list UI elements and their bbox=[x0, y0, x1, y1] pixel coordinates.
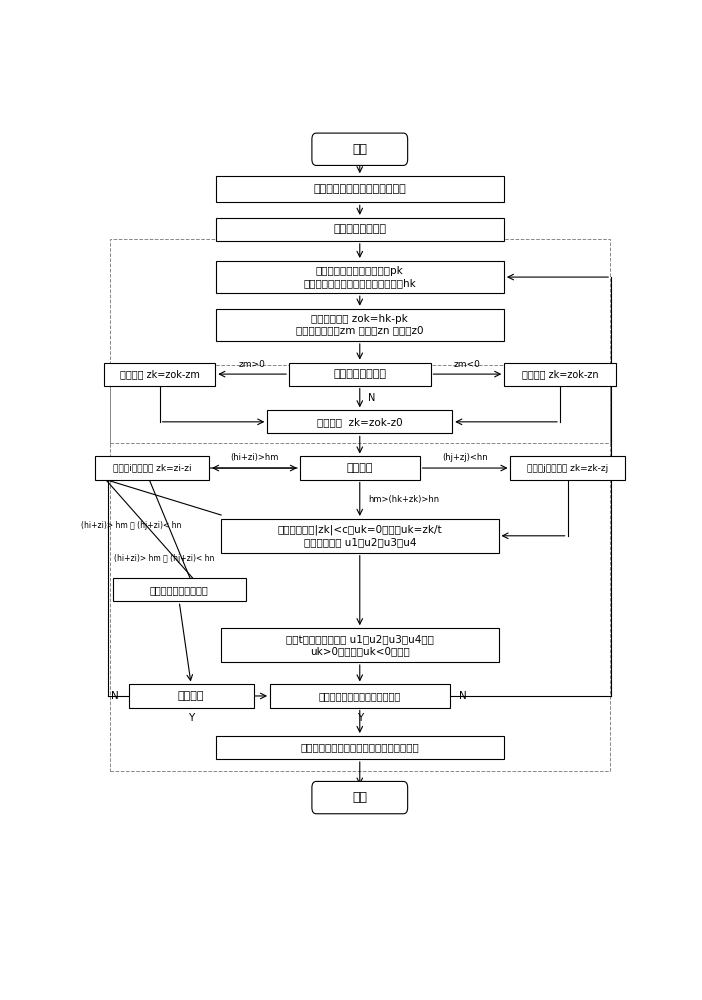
Text: 底盘上坡 zk=zok-zm: 底盘上坡 zk=zok-zm bbox=[119, 369, 199, 379]
Text: 农用动力底盘退出田间作业模式: 农用动力底盘退出田间作业模式 bbox=[319, 691, 401, 701]
Text: 时间t内，悬架以速度 u1、u2、u3、u4升降
uk>0架降低、uk<0架升高: 时间t内，悬架以速度 u1、u2、u3、u4升降 uk>0架降低、uk<0架升高 bbox=[286, 634, 434, 656]
Text: 结束: 结束 bbox=[352, 791, 367, 804]
Text: 同时超上下限，警报！: 同时超上下限，警报！ bbox=[150, 585, 208, 595]
Text: 各悬架调整至中位: 各悬架调整至中位 bbox=[333, 224, 386, 234]
Bar bbox=[510, 456, 625, 480]
Bar bbox=[104, 363, 216, 386]
Text: (hj+zj)<hn: (hj+zj)<hn bbox=[442, 453, 488, 462]
Text: 各悬架调整量计算: 各悬架调整量计算 bbox=[333, 369, 386, 379]
Text: N: N bbox=[459, 691, 467, 701]
Text: 超限判断: 超限判断 bbox=[347, 463, 373, 473]
Text: (hi+zi)> hm 且 (hj+zi)< hn: (hi+zi)> hm 且 (hj+zi)< hn bbox=[114, 554, 214, 563]
Bar bbox=[112, 578, 246, 601]
Text: 计算地面高差 zok=hk-pk
地面高差最大値zm 最小値zn 平均値z0: 计算地面高差 zok=hk-pk 地面高差最大値zm 最小値zn 平均値z0 bbox=[296, 314, 423, 336]
Bar bbox=[289, 363, 430, 386]
Text: (hi+zi)>hm: (hi+zi)>hm bbox=[230, 453, 279, 462]
Bar bbox=[270, 684, 449, 708]
Bar bbox=[216, 176, 504, 202]
Text: 开始: 开始 bbox=[352, 143, 367, 156]
Text: 悬架号j超下限： zk=zk-zj: 悬架号j超下限： zk=zk-zj bbox=[527, 464, 608, 473]
Text: 底盘下坡 zk=zok-zn: 底盘下坡 zk=zok-zn bbox=[522, 369, 598, 379]
Text: Y: Y bbox=[188, 713, 194, 723]
Text: zm>0: zm>0 bbox=[239, 360, 265, 369]
Text: 不超限：如果|zk|<c取uk=0，否则uk=zk/t
输出升降速度 u1、u2、u3、u4: 不超限：如果|zk|<c取uk=0，否则uk=zk/t 输出升降速度 u1、u2… bbox=[277, 525, 442, 547]
Bar bbox=[300, 456, 420, 480]
Text: N: N bbox=[111, 691, 119, 701]
FancyBboxPatch shape bbox=[312, 781, 408, 814]
Bar bbox=[110, 239, 610, 771]
Bar bbox=[221, 628, 498, 662]
Text: 其它地面  zk=zok-z0: 其它地面 zk=zok-z0 bbox=[317, 417, 402, 427]
Text: 人工干预: 人工干预 bbox=[178, 691, 204, 701]
Bar bbox=[216, 736, 504, 759]
Text: Y: Y bbox=[357, 713, 363, 723]
Text: 系统启动初始化，调入设定参数: 系统启动初始化，调入设定参数 bbox=[313, 184, 406, 194]
Bar bbox=[95, 456, 209, 480]
Bar bbox=[216, 261, 504, 293]
Bar bbox=[504, 363, 616, 386]
Text: (hi+zi)> hm 且 (hj+zi)< hn: (hi+zi)> hm 且 (hj+zi)< hn bbox=[81, 521, 182, 530]
Bar bbox=[216, 218, 504, 241]
Bar bbox=[216, 309, 504, 341]
Text: zm<0: zm<0 bbox=[454, 360, 481, 369]
FancyBboxPatch shape bbox=[312, 133, 408, 165]
Text: 悬架号i超上限： zk=zi-zi: 悬架号i超上限： zk=zi-zi bbox=[112, 464, 191, 473]
Text: hm>(hk+zk)>hn: hm>(hk+zk)>hn bbox=[368, 495, 439, 504]
Text: 测量车轮前方地面高度信息pk
测量悬架高度获取车轮地面高度信息hk: 测量车轮前方地面高度信息pk 测量悬架高度获取车轮地面高度信息hk bbox=[303, 266, 416, 288]
Bar bbox=[267, 410, 452, 433]
Bar bbox=[128, 684, 253, 708]
Bar bbox=[221, 519, 498, 553]
Bar bbox=[110, 365, 610, 443]
Text: 各悬架调整至最低位置，进入公路行驶状态: 各悬架调整至最低位置，进入公路行驶状态 bbox=[300, 743, 419, 753]
Text: N: N bbox=[368, 393, 376, 403]
